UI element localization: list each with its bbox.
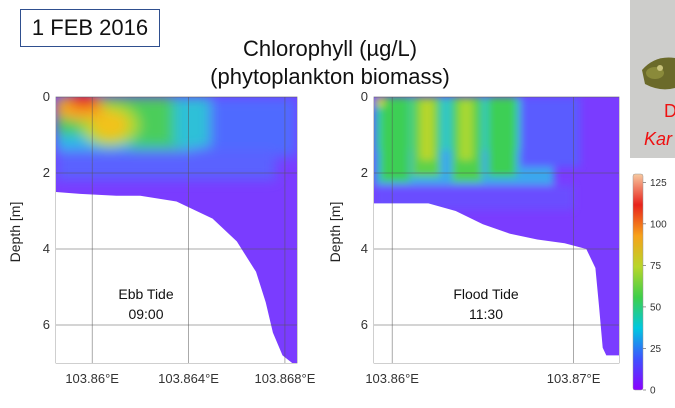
x-tick-label: 103.864°E: [158, 371, 219, 386]
annotation-ebb-line2: 09:00: [128, 306, 163, 322]
chart-title-line2: (phytoplankton biomass): [210, 64, 450, 89]
y-tick-label: 4: [43, 241, 50, 256]
colorbar-tick-label: 125: [650, 178, 667, 189]
colorbar-tick-label: 100: [650, 219, 667, 230]
photo-caption-line1: D: [664, 101, 675, 121]
annotation-flood-line1: Flood Tide: [453, 286, 519, 302]
seabed-mask-flood: [374, 203, 619, 363]
y-tick-label: 0: [43, 89, 50, 104]
x-tick-label: 103.868°E: [255, 371, 316, 386]
x-tick-label: 103.86°E: [365, 371, 419, 386]
y-tick-label: 4: [361, 241, 368, 256]
annotation-ebb-line1: Ebb Tide: [118, 286, 173, 302]
y-tick-label: 6: [43, 317, 50, 332]
annotation-flood-line2: 11:30: [469, 306, 503, 322]
colorbar-tick-label: 0: [650, 386, 656, 397]
colorbar-tick-label: 25: [650, 344, 662, 355]
ylabel-right: Depth [m]: [327, 202, 343, 263]
chart-title-line1: Chlorophyll (µg/L): [242, 36, 418, 61]
y-tick-label: 2: [43, 165, 50, 180]
panel-flood-tide: Depth [m] 0 2 4 6 103.86°E 103.87°E Flood Ti…: [327, 89, 620, 386]
ylabel-left: Depth [m]: [7, 202, 23, 263]
colorbar-tick-label: 75: [650, 261, 662, 272]
x-tick-label: 103.87°E: [547, 371, 601, 386]
photo-caption-line2: Kar: [644, 129, 673, 149]
panel-ebb-tide: Depth [m] 0 2 4 6 103.86°E 103.864°E 103.868°…: [7, 89, 316, 386]
phytoplankton-photo: D Kar: [630, 0, 675, 158]
x-tick-label: 103.86°E: [65, 371, 119, 386]
y-tick-label: 2: [361, 165, 368, 180]
seabed-mask-ebb: [56, 192, 297, 363]
y-tick-label: 6: [361, 317, 368, 332]
date-label-box: 1 FEB 2016: [20, 9, 160, 47]
colorbar-tick-label: 50: [650, 302, 662, 313]
colorbar: 0 25 50 75 100 125: [632, 173, 667, 397]
y-tick-label: 0: [361, 89, 368, 104]
